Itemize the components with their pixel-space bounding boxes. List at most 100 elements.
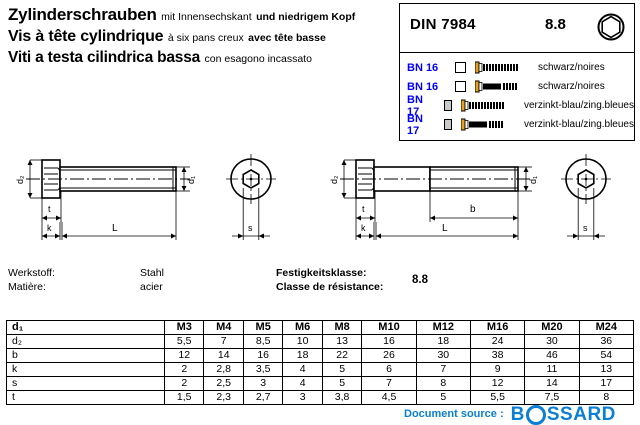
table-row: k 2 2,8 3,5 4 5 6 7 9 11 13 [6,362,635,377]
table-cell: 12 [163,348,205,363]
material-value-de: Stahl [140,267,164,279]
table-cell: 5 [321,362,363,377]
variant-row[interactable]: BN 16 schwarz/noires [400,58,634,77]
table-cell: 26 [361,348,417,363]
table-cell: 4 [282,376,323,391]
variant-checkbox[interactable] [443,119,452,130]
variant-description: verzinkt-blau/zing.bleues [523,119,634,130]
title-sub-bold-french: avec tête basse [248,32,326,44]
table-cell: 5,5 [469,390,526,405]
document-source-footer: Document source : B SSARD [404,403,616,425]
dim-label-t: t [48,204,51,214]
table-row-label: s [6,376,165,391]
table-cell: 8,5 [242,334,284,349]
table-cell: 2,7 [242,390,284,405]
title-sub-bold-german: und niedrigem Kopf [256,11,356,23]
table-cell: 2,8 [203,362,244,377]
variant-row[interactable]: BN 17 verzinkt-blau/zing.bleues [400,93,634,118]
table-cell: 38 [469,348,526,363]
table-header-cell: M5 [242,320,284,335]
document-source-label: Document source : [404,408,504,420]
strength-label-de: Festigkeitsklasse: [276,267,367,279]
table-header-cell: M6 [282,320,323,335]
table-cell: 24 [469,334,526,349]
variant-description: schwarz/noires [538,81,605,92]
table-cell: 1,5 [163,390,205,405]
variant-description: verzinkt-blau/zing.bleues [523,100,634,111]
title-sub-regular-german: mit Innensechskant [161,11,252,23]
table-cell: 3,8 [321,390,363,405]
strength-label-fr: Classe de résistance: [276,281,384,293]
title-main-german: Zylinderschrauben [8,5,157,24]
title-sub-regular-french: à six pans creux [167,32,244,44]
dim-label-L: L [442,223,448,234]
standard-strength-class: 8.8 [545,16,566,33]
drawing-fully-threaded-screw: d₂ d₁ t [4,148,304,263]
dim-label-d2: d₂ [329,175,339,184]
table-cell: 7 [415,362,471,377]
table-row-label: k [6,362,165,377]
dimension-table: d₁ M3 M4 M5 M6 M8 M10 M12 M16 M20 M24 d₂… [6,320,635,405]
title-line-german: Zylinderschrauben mit Innensechskant und… [8,6,396,24]
dim-label-k: k [47,223,52,233]
bossard-logo: B SSARD [510,403,616,425]
table-cell: 16 [361,334,417,349]
table-row: s 2 2,5 3 4 5 7 8 12 14 17 [6,376,635,391]
table-cell: 5 [321,376,363,391]
title-block: Zylinderschrauben mit Innensechskant und… [8,6,396,71]
table-cell: 5 [415,390,471,405]
table-header-cell: M8 [321,320,363,335]
dim-label-s: s [248,223,253,233]
table-cell: 12 [469,376,526,391]
table-header-cell: M12 [415,320,471,335]
variant-row[interactable]: BN 16 schwarz/noires [400,77,634,96]
table-header-row: d₁ M3 M4 M5 M6 M8 M10 M12 M16 M20 M24 [6,320,635,335]
standard-box: DIN 7984 8.8 [399,3,635,53]
variant-row[interactable]: BN 17 verzinkt-blau/zing.bleues [400,113,634,137]
variant-code: BN 16 [407,80,439,93]
table-cell: 18 [282,348,323,363]
dim-label-k: k [361,223,366,233]
screw-full-thread-icon [460,99,517,112]
hex-socket-icon [596,12,626,42]
bossard-logo-part1: B [510,403,525,425]
table-cell: 2 [163,376,205,391]
table-header-label: d₁ [6,320,165,335]
table-cell: 18 [415,334,471,349]
variant-checkbox[interactable] [443,100,452,111]
table-cell: 22 [321,348,363,363]
variant-code: BN 16 [407,61,439,74]
bossard-logo-part2: SSARD [546,403,616,425]
table-cell: 16 [242,348,284,363]
title-line-french: Vis à tête cylindrique à six pans creux … [8,29,396,45]
table-cell: 17 [578,376,635,391]
table-header-cell: M24 [578,320,635,335]
bossard-logo-ring-icon [525,405,546,425]
material-value-fr: acier [140,281,163,293]
variant-checkbox[interactable] [455,62,466,73]
table-cell: 46 [524,348,580,363]
table-cell: 30 [415,348,471,363]
standard-name: DIN 7984 [410,16,476,33]
table-row-label: t [6,390,165,405]
table-cell: 4,5 [361,390,417,405]
table-cell: 11 [524,362,580,377]
title-sub-regular-italian: con esagono incassato [204,53,312,65]
table-cell: 2,3 [203,390,244,405]
material-labels: Werkstoff: Matière: [8,266,55,294]
table-header-cell: M16 [469,320,526,335]
table-cell: 3 [282,390,323,405]
variant-box: BN 16 schwarz/noires [399,53,635,141]
strength-class-value: 8.8 [412,274,428,286]
table-cell: 4 [282,362,323,377]
material-label-fr: Matière: [8,281,46,293]
table-cell: 5,5 [163,334,205,349]
strength-class-labels: Festigkeitsklasse: Classe de résistance: [276,266,383,294]
table-cell: 13 [578,362,635,377]
variant-code: BN 17 [407,93,423,118]
screw-full-thread-icon [474,61,531,74]
title-line-italian: Viti a testa cilindrica bassa con esagon… [8,50,396,66]
variant-checkbox[interactable] [455,81,466,92]
title-main-french: Vis à tête cylindrique [8,28,164,45]
table-cell: 3 [242,376,284,391]
